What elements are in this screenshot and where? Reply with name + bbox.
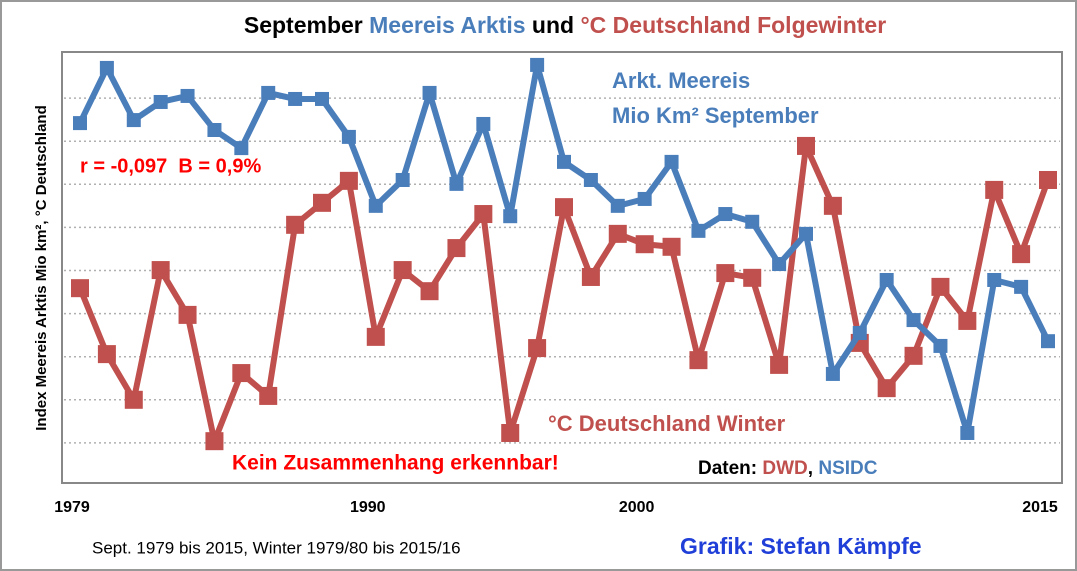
data-point <box>931 277 950 296</box>
footer: Sept. 1979 bis 2015, Winter 1979/80 bis … <box>92 538 461 557</box>
data-point <box>772 257 787 272</box>
data-point <box>637 191 652 206</box>
data-point <box>797 136 815 155</box>
credit: Grafik: Stefan Kämpfe <box>680 533 922 559</box>
data-point <box>180 88 195 103</box>
data-point <box>73 116 87 131</box>
data-point <box>207 122 222 137</box>
x-tick-label: 2000 <box>619 499 655 516</box>
data-point <box>368 198 383 213</box>
x-tick-label: 1979 <box>54 499 90 516</box>
data-point <box>745 214 760 229</box>
data-point <box>716 264 735 283</box>
source-part: NSIDC <box>818 458 877 479</box>
data-point <box>985 180 1004 199</box>
data-point <box>474 205 493 224</box>
series-unit-label: Mio Km² September <box>612 103 819 128</box>
data-point <box>261 85 276 100</box>
data-point <box>906 313 921 328</box>
data-point <box>825 366 840 381</box>
data-point <box>904 346 923 365</box>
series-label: Arkt. Meereis <box>612 68 750 93</box>
data-point <box>718 207 733 222</box>
data-point <box>259 386 278 405</box>
data-point <box>960 425 975 440</box>
data-point <box>555 198 573 217</box>
data-point <box>447 239 466 258</box>
data-point <box>339 171 358 190</box>
data-point <box>501 423 520 442</box>
data-point <box>366 327 385 346</box>
data-point <box>877 379 896 398</box>
data-point <box>151 261 170 280</box>
data-point <box>124 390 143 409</box>
data-point <box>1039 170 1057 189</box>
x-tick-label: 1990 <box>350 499 386 516</box>
data-point <box>286 215 305 234</box>
data-point <box>743 268 762 287</box>
data-point <box>178 305 197 324</box>
data-point <box>1014 279 1029 294</box>
data-point <box>583 172 598 187</box>
data-point <box>234 141 249 156</box>
data-point <box>608 224 627 243</box>
data-point <box>99 60 114 75</box>
data-point <box>393 261 412 280</box>
data-point <box>97 345 116 364</box>
title-part: September <box>244 12 363 38</box>
source-part: DWD <box>762 458 807 479</box>
data-point <box>664 154 679 169</box>
data-point <box>395 172 410 187</box>
data-point <box>691 223 706 238</box>
data-point <box>449 176 464 191</box>
data-point <box>153 94 168 109</box>
chart-title: September Meereis Arktis und °C Deutschl… <box>244 12 886 38</box>
title-part: und <box>532 12 574 38</box>
data-point <box>770 355 789 374</box>
data-point <box>823 196 842 215</box>
title-part: Meereis Arktis <box>369 12 525 38</box>
data-point <box>958 311 977 330</box>
data-point <box>232 364 251 383</box>
data-point <box>662 237 681 256</box>
plot-border <box>61 51 1063 484</box>
data-point <box>205 432 224 451</box>
data-point <box>1041 334 1055 349</box>
data-point <box>315 91 329 106</box>
data-point <box>635 235 654 254</box>
stats-annotation: r = -0,097 B = 0,9% <box>80 155 261 177</box>
data-point <box>799 226 813 241</box>
y-axis-label: Index Meereis Arktis Mio km², °C Deutsch… <box>33 105 50 431</box>
data-point <box>581 267 600 286</box>
data-point <box>288 91 303 106</box>
data-point <box>313 193 331 212</box>
data-point <box>933 338 948 353</box>
data-point <box>420 282 439 301</box>
data-point <box>71 279 89 298</box>
x-tick-label: 2015 <box>1022 499 1058 516</box>
data-point <box>879 272 894 287</box>
data-point <box>422 85 437 100</box>
source-part: , <box>808 458 813 479</box>
source-part: Daten: <box>698 458 757 479</box>
data-point <box>126 113 141 128</box>
data-point <box>503 209 518 224</box>
conclusion-annotation: Kein Zusammenhang erkennbar! <box>232 452 559 475</box>
data-point <box>528 339 547 358</box>
title-part: °C Deutschland Folgewinter <box>580 12 886 38</box>
series-label: °C Deutschland Winter <box>548 411 786 436</box>
data-point <box>987 272 1002 287</box>
data-point <box>557 154 571 169</box>
source-annotation: Daten: DWD, NSIDC <box>698 458 878 479</box>
data-point <box>1012 245 1031 264</box>
marks <box>71 57 1057 451</box>
data-point <box>610 198 625 213</box>
data-point <box>530 57 545 72</box>
data-point <box>689 351 708 370</box>
data-point <box>476 116 491 131</box>
data-point <box>852 325 867 340</box>
data-point <box>341 129 356 144</box>
